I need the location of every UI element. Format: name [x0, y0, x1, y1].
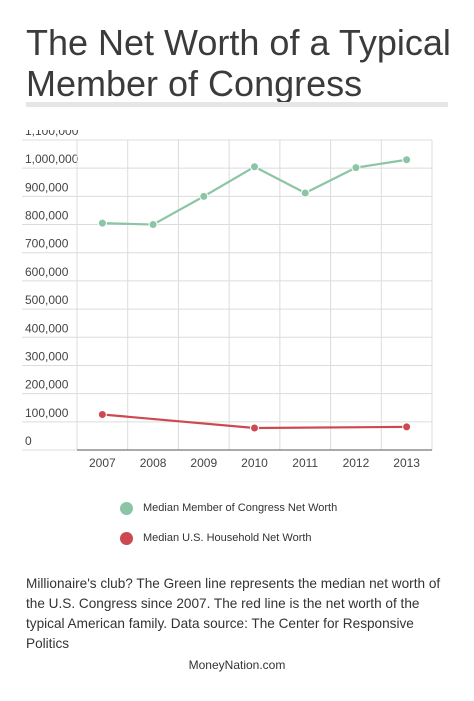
y-tick-label: 400,000 — [25, 321, 69, 335]
line-chart: 0 100,000 200,000 300,000 400,000 500,000 600,… — [22, 130, 433, 470]
data-point-0 — [97, 218, 107, 228]
data-point-0 — [250, 162, 259, 172]
y-tick-label: 500,000 — [25, 293, 69, 307]
data-point-0 — [402, 155, 412, 165]
x-tick-label: 2008 — [140, 456, 167, 470]
source-credit: MoneyNation.com — [188, 658, 286, 672]
data-point-1 — [250, 423, 259, 433]
data-point-0 — [148, 220, 158, 230]
data-point-0 — [300, 188, 310, 198]
y-tick-label: 1,000,000 — [25, 152, 79, 166]
chart-title: The Net Worth of a Typical Member of Con… — [26, 22, 451, 104]
data-point-1 — [402, 422, 412, 432]
y-tick-label: 0 — [25, 434, 32, 448]
x-tick-label: 2013 — [393, 456, 420, 470]
legend: Median Member of Congress Net Worth Medi… — [120, 498, 337, 558]
x-tick-label: 2009 — [190, 456, 217, 470]
y-tick-label: 300,000 — [25, 349, 69, 363]
y-tick-label: 600,000 — [25, 265, 69, 279]
x-tick-label: 2010 — [241, 456, 268, 470]
title-underline — [26, 102, 448, 107]
legend-item-congress: Median Member of Congress Net Worth — [120, 498, 337, 518]
legend-label-household: Median U.S. Household Net Worth — [143, 532, 312, 544]
legend-dot-red — [120, 531, 133, 545]
y-tick-label: 900,000 — [25, 180, 69, 194]
caption: Millionaire's club? The Green line repre… — [26, 576, 441, 651]
data-point-1 — [97, 409, 107, 419]
y-tick-label: 700,000 — [25, 237, 69, 251]
legend-dot-green — [120, 501, 133, 515]
data-point-0 — [351, 163, 361, 173]
data-point-0 — [199, 191, 209, 201]
x-tick-label: 2011 — [292, 456, 318, 470]
x-tick-label: 2012 — [343, 456, 370, 470]
legend-label-congress: Median Member of Congress Net Worth — [143, 502, 338, 514]
x-tick-label: 2007 — [89, 456, 116, 470]
y-tick-label: 800,000 — [25, 209, 69, 223]
legend-item-household: Median U.S. Household Net Worth — [120, 528, 337, 548]
y-tick-label: 100,000 — [25, 406, 69, 420]
y-tick-label: 200,000 — [25, 378, 69, 392]
y-tick-label: 1,100,000 — [25, 130, 79, 138]
